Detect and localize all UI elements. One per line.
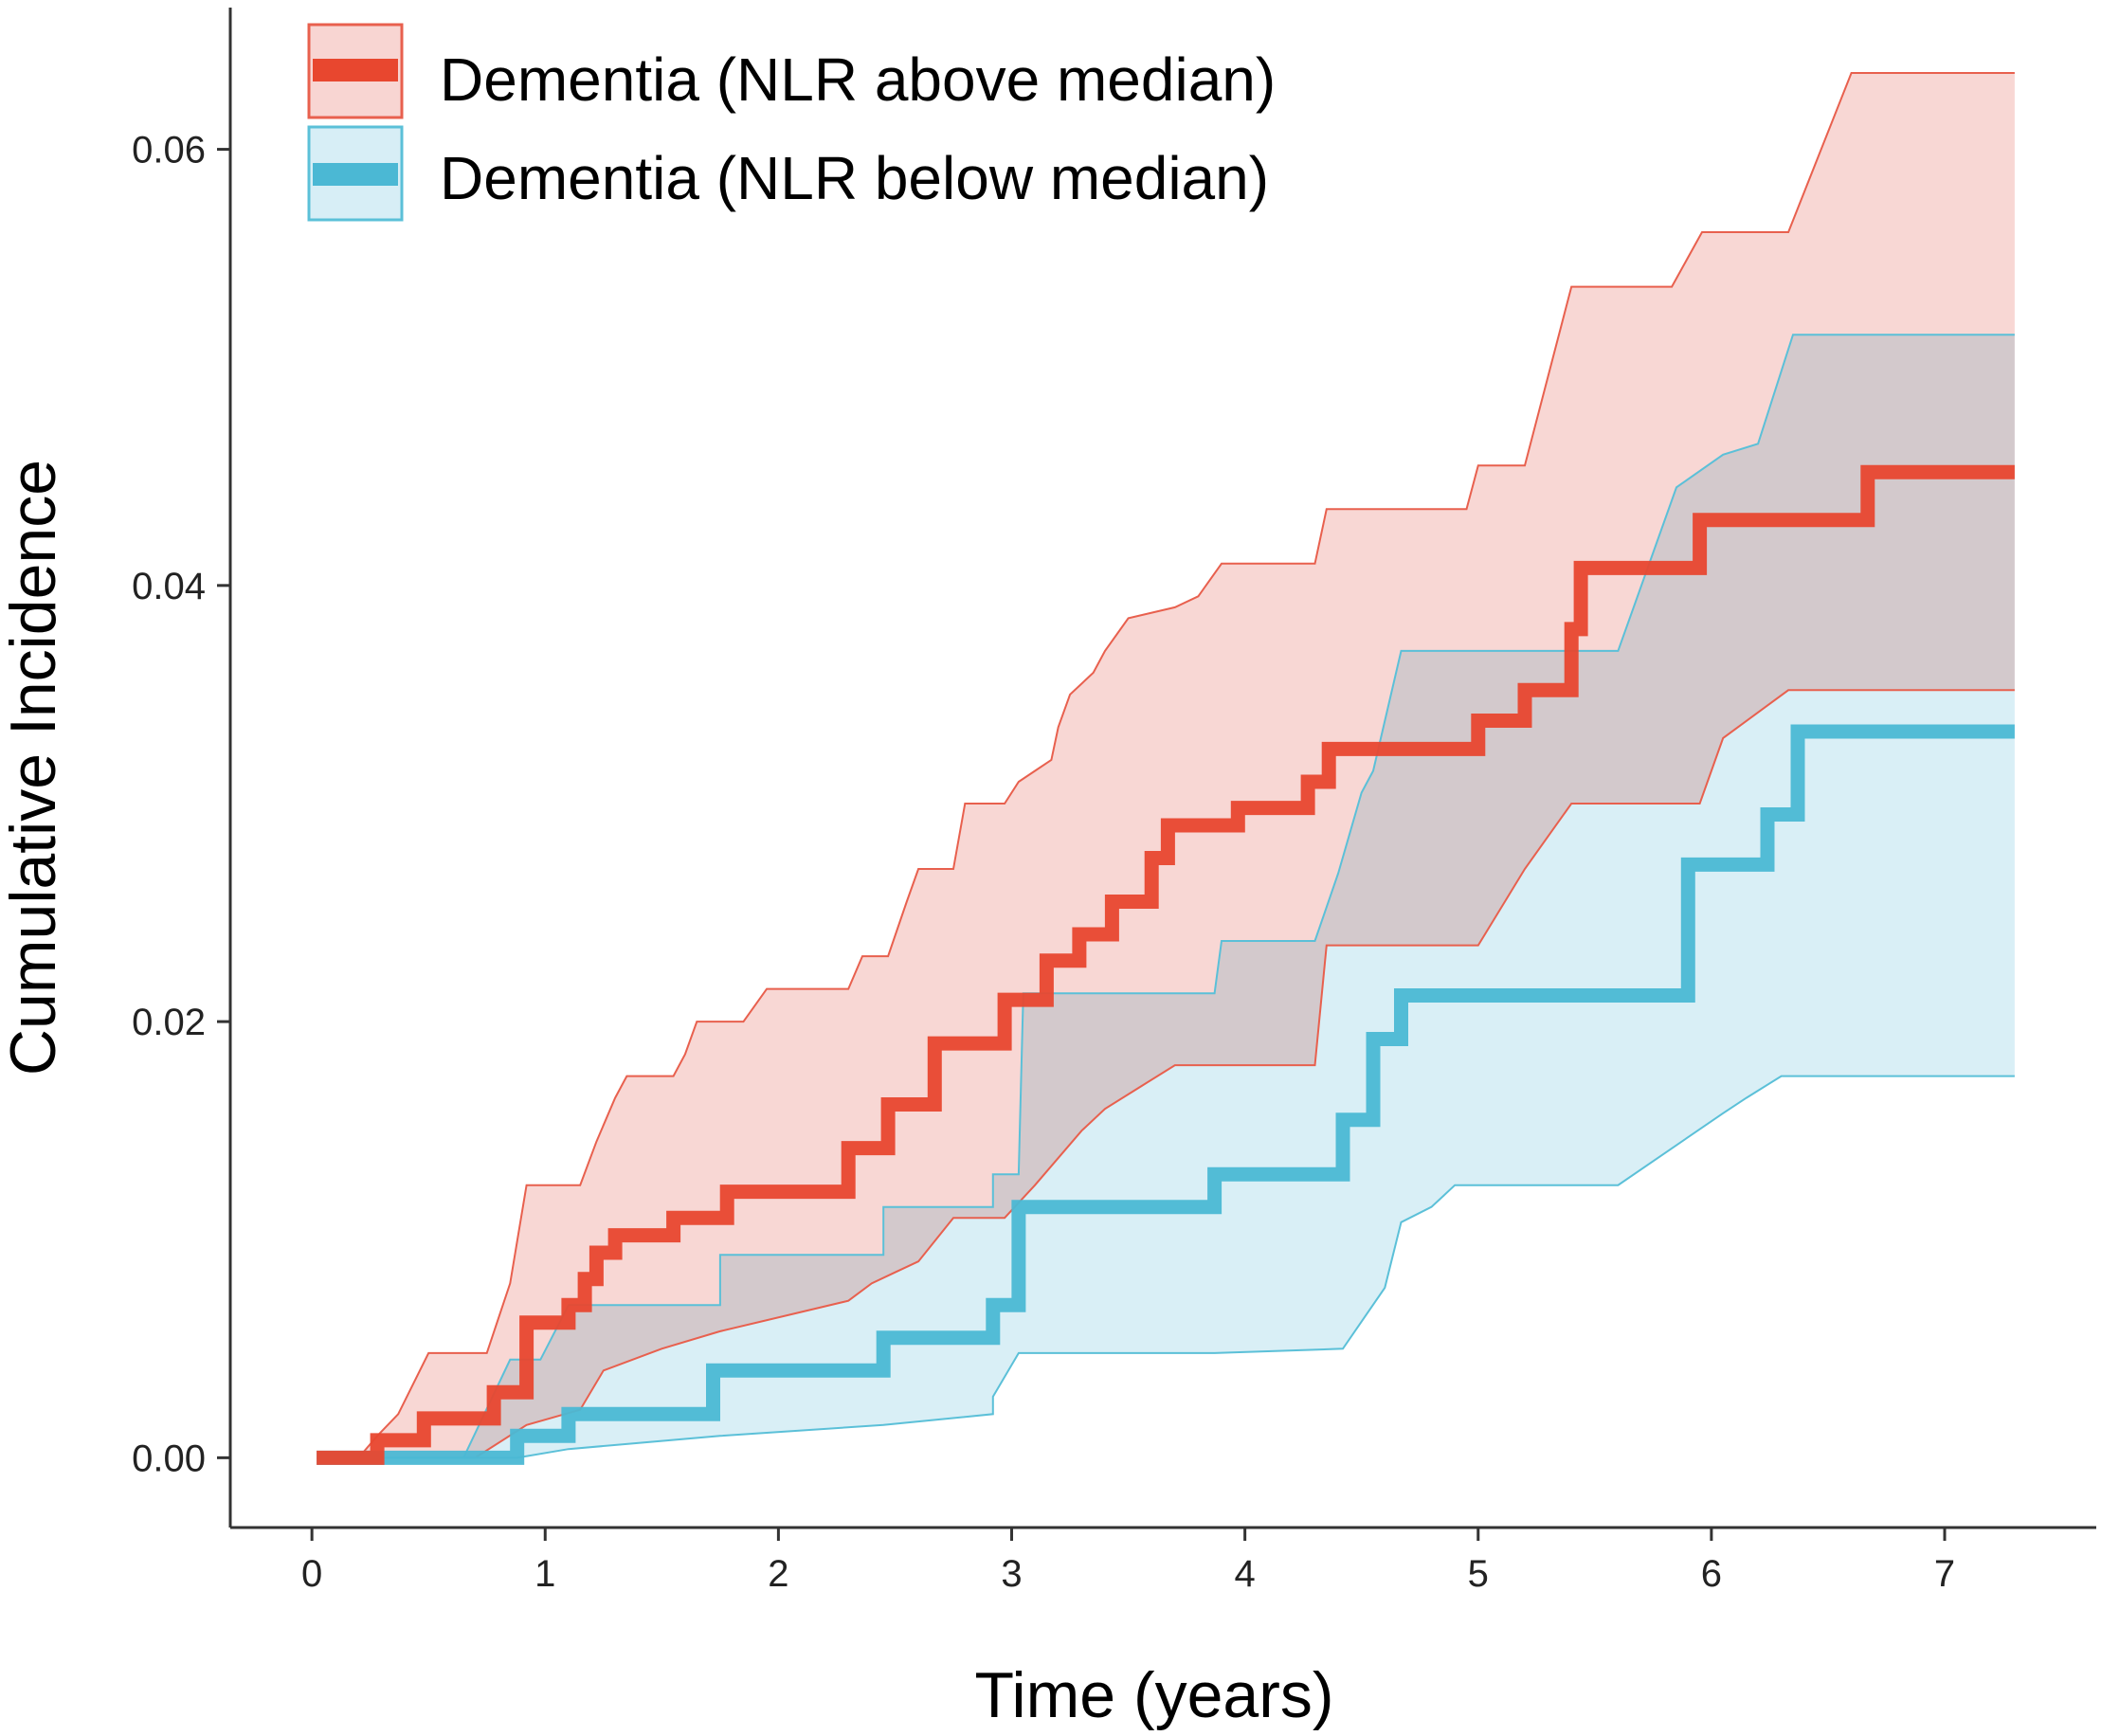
x-tick-label: 2 [768, 1553, 788, 1595]
confidence-band-edges [317, 72, 2015, 1459]
upper-bound-line-below-median [317, 334, 2015, 1459]
x-tick-label: 7 [1934, 1553, 1955, 1595]
y-tick-label: 0.06 [132, 130, 206, 172]
x-tick-label: 0 [301, 1553, 322, 1595]
step-line-below-median [317, 724, 2015, 1465]
lower-bound-line-above-median [317, 689, 2015, 1459]
confidence-band-above-median [317, 73, 2015, 1458]
x-tick-label: 1 [534, 1553, 555, 1595]
y-axis-ticks: 0.00 0.02 0.04 0.06 [132, 130, 230, 1479]
legend-label-below-median: Dementia (NLR below median) [440, 144, 1269, 212]
x-axis-title: Time (years) [974, 1659, 1333, 1731]
y-tick-label: 0.02 [132, 1002, 206, 1043]
x-tick-label: 5 [1468, 1553, 1489, 1595]
legend-entry-below-median: Dementia (NLR below median) [307, 125, 1269, 222]
legend-key-below-median-line [313, 163, 398, 186]
incidence-step-lines [317, 464, 2015, 1465]
confidence-band-below-median [317, 335, 2015, 1458]
x-tick-label: 6 [1701, 1553, 1722, 1595]
step-line-above-median [317, 464, 2015, 1465]
y-axis-title: Cumulative Incidence [0, 460, 69, 1076]
legend-entry-above-median: Dementia (NLR above median) [307, 23, 1276, 119]
upper-bound-line-above-median [357, 72, 2015, 1459]
confidence-bands [317, 73, 2015, 1458]
x-axis-ticks: 0 1 2 3 4 5 6 7 [301, 1528, 1955, 1595]
x-tick-label: 4 [1235, 1553, 1256, 1595]
legend-key-above-median-line [313, 59, 398, 81]
legend: Dementia (NLR above median) Dementia (NL… [307, 23, 1276, 222]
legend-label-above-median: Dementia (NLR above median) [440, 45, 1276, 114]
lower-bound-line-below-median [317, 1075, 2015, 1459]
x-tick-label: 3 [1001, 1553, 1022, 1595]
y-tick-label: 0.04 [132, 566, 206, 607]
y-tick-label: 0.00 [132, 1438, 206, 1479]
